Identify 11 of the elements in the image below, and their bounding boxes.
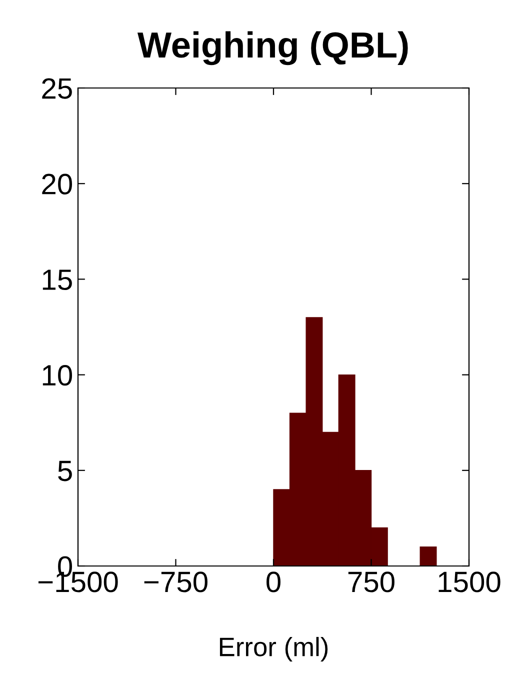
y-tick-label: 10 bbox=[42, 365, 72, 386]
y-tick-label: 25 bbox=[42, 78, 72, 99]
x-tick-label: 0 bbox=[266, 572, 280, 592]
x-axis-title: Error (ml) bbox=[220, 636, 328, 662]
x-tick-label: −750 bbox=[144, 572, 208, 592]
y-tick-label: 15 bbox=[42, 270, 72, 290]
chart-title: Weighing (QBL) bbox=[137, 31, 408, 66]
y-tick-label: 20 bbox=[42, 174, 72, 194]
x-tick-label: 750 bbox=[348, 572, 394, 592]
y-tick-label: 5 bbox=[58, 460, 72, 482]
x-tick-label: 1500 bbox=[438, 572, 500, 592]
